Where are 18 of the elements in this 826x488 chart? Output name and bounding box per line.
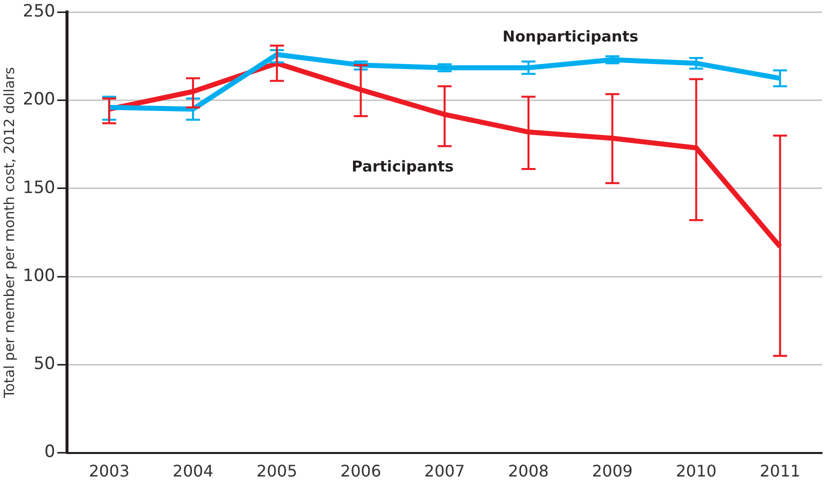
y-tick-label: 100	[22, 266, 56, 286]
x-tick-label: 2011	[760, 462, 800, 481]
x-tick-label: 2009	[592, 462, 633, 481]
x-tick-label: 2003	[88, 462, 130, 481]
y-axis-title: Total per member per month cost, 2012 dollars	[2, 67, 18, 399]
series-label: Nonparticipants	[502, 28, 638, 46]
x-tick-label: 2010	[676, 462, 717, 481]
y-tick-label: 50	[34, 354, 56, 374]
x-tick-label: 2008	[508, 462, 549, 481]
text: Participants	[352, 158, 454, 176]
y-tick-label: 200	[22, 90, 56, 110]
x-tick-label: 2006	[340, 462, 382, 481]
y-tick-label: 0	[44, 442, 56, 462]
x-tick-label: 2007	[424, 462, 465, 481]
x-tick-label: 2004	[172, 462, 214, 481]
x-tick-label: 2005	[256, 462, 298, 481]
y-tick-label: 150	[22, 178, 56, 198]
y-tick-label: 250	[22, 2, 56, 22]
